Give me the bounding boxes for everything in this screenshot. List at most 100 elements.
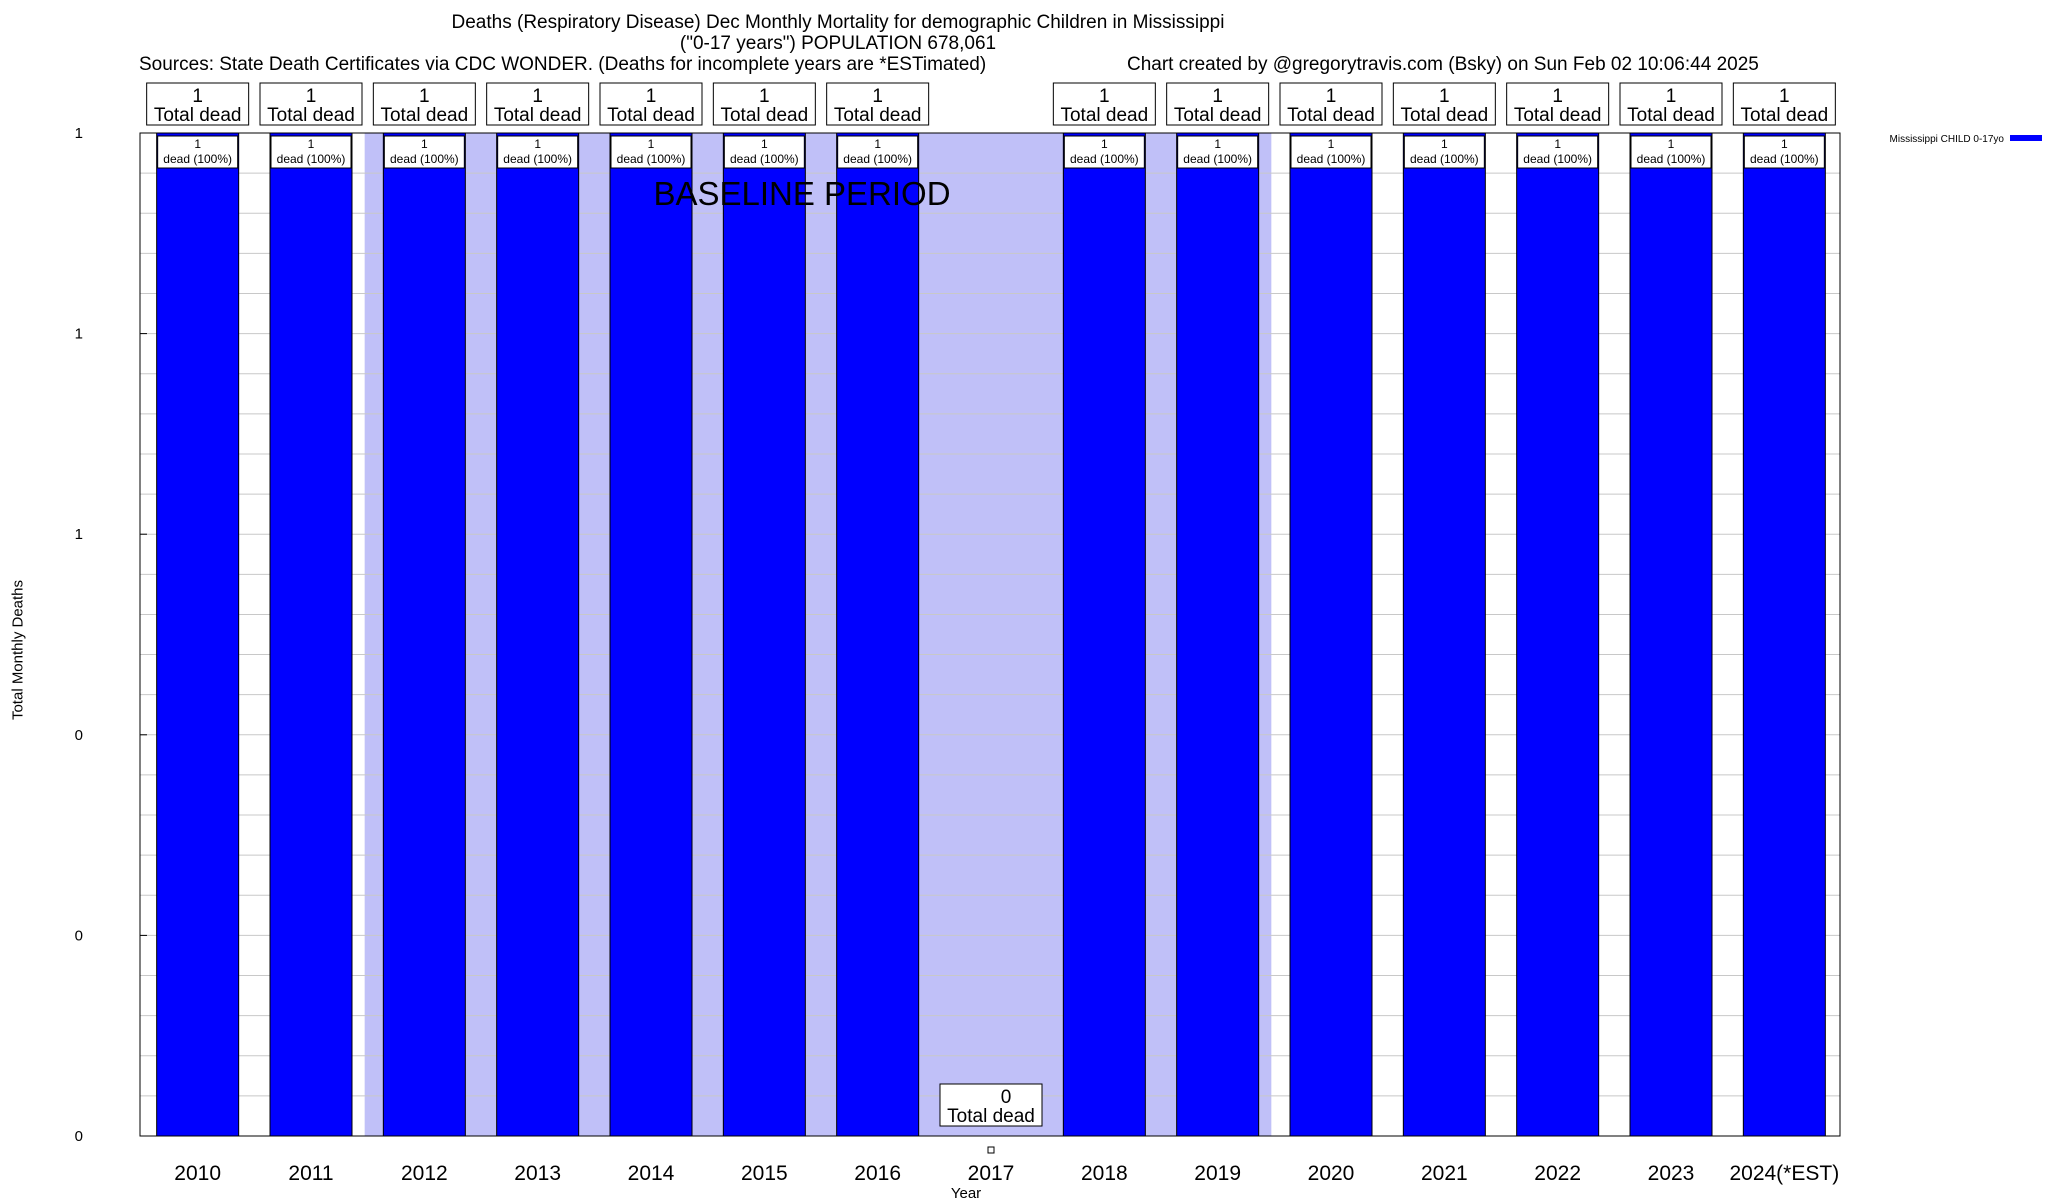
- bar-inner-label-value: 1: [421, 137, 428, 151]
- bar-inner-label-box: [723, 135, 805, 169]
- y-tick-label: 1: [75, 526, 83, 543]
- total-label-text: Total dead: [1060, 105, 1148, 126]
- y-tick-label: 0: [75, 1128, 83, 1145]
- bar-inner-label-value: 1: [1328, 137, 1335, 151]
- total-label-box: [1052, 82, 1156, 126]
- total-label-value: 1: [1552, 86, 1563, 107]
- bar-inner-label-box: [1063, 135, 1145, 169]
- bar-2010: [156, 132, 240, 1137]
- bar-inner-label-value: 1: [308, 137, 315, 151]
- total-label-text: Total dead: [154, 105, 242, 126]
- y-tick-label: 0: [75, 727, 83, 744]
- total-label-box: [1506, 82, 1610, 126]
- x-tick-label: 2013: [514, 1162, 561, 1185]
- total-label-box: [486, 82, 590, 126]
- x-tick-label: 2019: [1194, 1162, 1241, 1185]
- chart-subtitle: ("0-17 years") POPULATION 678,061: [679, 33, 997, 54]
- total-label-box: [1392, 82, 1496, 126]
- bar-2013: [496, 132, 580, 1137]
- bar-inner-label-box: [610, 135, 692, 169]
- bar-inner-label-text: dead (100%): [163, 152, 232, 166]
- bar-inner-label-box: [1177, 135, 1259, 169]
- bar-2015: [722, 132, 806, 1137]
- bar-inner-label-text: dead (100%): [1637, 152, 1706, 166]
- bar-inner-label-value: 1: [761, 137, 768, 151]
- total-label-value: 1: [872, 86, 883, 107]
- bar-inner-label-text: dead (100%): [503, 152, 572, 166]
- total-label-value: 0: [1001, 1087, 1012, 1108]
- bar-inner-label-value: 1: [534, 137, 541, 151]
- bar-2020: [1289, 132, 1373, 1137]
- total-label-box: [146, 82, 250, 126]
- total-label-text: Total dead: [834, 105, 922, 126]
- bar-2019: [1176, 132, 1260, 1137]
- total-label-text: Total dead: [1740, 105, 1828, 126]
- x-tick-label: 2017: [968, 1162, 1015, 1185]
- bar-inner-label-text: dead (100%): [617, 152, 686, 166]
- bar-inner-label-box: [497, 135, 579, 169]
- zero-marker-2017: [987, 1146, 995, 1154]
- bar-inner-label-box: [837, 135, 919, 169]
- bar-2018: [1062, 132, 1146, 1137]
- bar-inner-label-value: 1: [1781, 137, 1788, 151]
- bar-inner-label-box: [270, 135, 352, 169]
- total-label-box: [1166, 82, 1270, 126]
- bar-inner-label-text: dead (100%): [1410, 152, 1479, 166]
- total-label-text: Total dead: [1174, 105, 1262, 126]
- bar-inner-label-box: [1290, 135, 1372, 169]
- total-label-text: Total dead: [494, 105, 582, 126]
- chart-title: Deaths (Respiratory Disease) Dec Monthly…: [451, 12, 1225, 33]
- plot-frame: [139, 132, 1841, 1137]
- bar-inner-label-text: dead (100%): [1183, 152, 1252, 166]
- total-label-value: 1: [1439, 86, 1450, 107]
- bar-inner-label-value: 1: [874, 137, 881, 151]
- bar-inner-label-text: dead (100%): [1523, 152, 1592, 166]
- baseline-label: BASELINE PERIOD: [653, 175, 950, 212]
- bar-inner-label-text: dead (100%): [1750, 152, 1819, 166]
- total-label-value: 1: [1212, 86, 1223, 107]
- total-label-value: 1: [532, 86, 543, 107]
- total-label-text: Total dead: [1627, 105, 1715, 126]
- total-label-value: 1: [1326, 86, 1337, 107]
- bar-inner-label-text: dead (100%): [277, 152, 346, 166]
- total-label-text: Total dead: [607, 105, 695, 126]
- bar-2012: [382, 132, 466, 1137]
- total-label-text: Total dead: [1400, 105, 1488, 126]
- total-label-text: Total dead: [1514, 105, 1602, 126]
- total-label-value: 1: [306, 86, 317, 107]
- bar-2024(*EST): [1742, 132, 1826, 1137]
- bar-2022: [1516, 132, 1600, 1137]
- x-axis-label: Year: [951, 1185, 981, 1200]
- total-label-text: Total dead: [720, 105, 808, 126]
- total-label-value: 1: [759, 86, 770, 107]
- total-label-box: [599, 82, 703, 126]
- x-tick-label: 2018: [1081, 1162, 1128, 1185]
- total-label-value: 1: [419, 86, 430, 107]
- y-tick-label: 0: [75, 927, 83, 944]
- bar-inner-label-value: 1: [1554, 137, 1561, 151]
- bar-inner-label-box: [1743, 135, 1825, 169]
- y-tick-label: 1: [75, 326, 83, 343]
- x-tick-label: 2015: [741, 1162, 788, 1185]
- total-label-box: [712, 82, 816, 126]
- bar-inner-label-value: 1: [1441, 137, 1448, 151]
- x-tick-label: 2016: [854, 1162, 901, 1185]
- total-label-box: [826, 82, 930, 126]
- bar-inner-label-text: dead (100%): [730, 152, 799, 166]
- total-label-box: [372, 82, 476, 126]
- bar-2011: [269, 132, 353, 1137]
- x-tick-label: 2010: [174, 1162, 221, 1185]
- bar-inner-label-value: 1: [1214, 137, 1221, 151]
- x-tick-label: 2011: [288, 1162, 333, 1185]
- total-label-box: [939, 1083, 1043, 1127]
- total-label-box: [1279, 82, 1383, 126]
- total-label-text: Total dead: [1287, 105, 1375, 126]
- x-tick-label: 2021: [1421, 1162, 1468, 1185]
- x-tick-label: 2023: [1648, 1162, 1695, 1185]
- total-label-box: [1619, 82, 1723, 126]
- x-tick-label: 2014: [628, 1162, 675, 1185]
- credit-note: Chart created by @gregorytravis.com (Bsk…: [1127, 54, 1759, 75]
- total-label-value: 1: [646, 86, 657, 107]
- total-label-text: Total dead: [267, 105, 355, 126]
- sources-note: Sources: State Death Certificates via CD…: [139, 54, 987, 75]
